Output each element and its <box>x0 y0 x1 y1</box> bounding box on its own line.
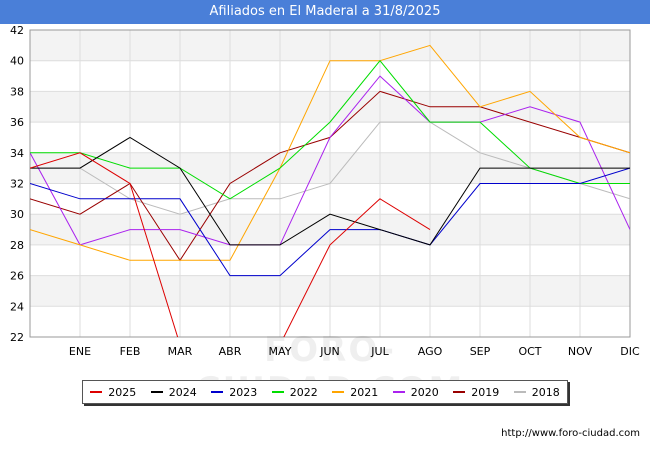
x-tick-label: MAY <box>269 345 292 358</box>
legend-item-2022: 2022 <box>271 385 318 399</box>
legend-label: 2025 <box>108 385 137 399</box>
legend: 2025 2024 2023 2022 2021 2020 2019 2018 <box>82 380 568 404</box>
legend-item-2020: 2020 <box>392 385 439 399</box>
y-tick-label: 40 <box>10 55 24 68</box>
legend-label: 2019 <box>471 385 500 399</box>
series-line-2024 <box>30 136 630 246</box>
legend-item-2025: 2025 <box>90 386 136 399</box>
y-tick-label: 34 <box>10 147 24 160</box>
legend-label: 2021 <box>350 385 379 399</box>
x-tick-label: JUL <box>370 345 389 358</box>
legend-swatch <box>453 391 466 393</box>
y-tick-label: 26 <box>10 270 24 283</box>
legend-item-2021: 2021 <box>332 386 378 399</box>
legend-swatch <box>211 391 224 393</box>
y-tick-label: 38 <box>10 85 24 98</box>
series-line-2025 <box>30 152 431 337</box>
legend-item-2024: 2024 <box>150 385 197 399</box>
x-tick-label: JUN <box>319 345 340 358</box>
legend-swatch <box>150 391 163 393</box>
y-tick-label: 24 <box>10 300 24 313</box>
legend-item-2018: 2018 <box>513 385 560 399</box>
x-tick-label: ENE <box>69 345 91 358</box>
y-tick-label: 28 <box>10 239 24 252</box>
x-tick-label: ABR <box>219 345 242 358</box>
legend-swatch <box>271 391 284 393</box>
x-tick-label: MAR <box>168 345 193 358</box>
x-tick-label: AGO <box>418 345 443 358</box>
x-axis: ENE FEB MAR ABR MAY JUN JUL AGO SEP OCT NOV DIC <box>69 345 640 358</box>
legend-swatch <box>513 391 526 393</box>
legend-swatch <box>332 391 345 393</box>
legend-item-2019: 2019 <box>453 386 499 399</box>
source-url: http://www.foro-ciudad.com <box>501 428 640 439</box>
y-tick-label: 36 <box>10 116 24 129</box>
y-tick-label: 22 <box>10 331 24 344</box>
x-tick-label: DIC <box>620 345 640 358</box>
series-line-2023 <box>30 167 630 277</box>
legend-label: 2020 <box>410 385 439 399</box>
x-tick-label: OCT <box>518 345 541 358</box>
legend-swatch <box>90 391 103 393</box>
x-tick-label: NOV <box>568 345 593 358</box>
y-tick-label: 42 <box>10 24 24 37</box>
legend-label: 2023 <box>229 385 258 399</box>
series-lines <box>30 44 630 337</box>
series-line-2021 <box>30 44 630 261</box>
y-tick-label: 30 <box>10 208 24 221</box>
legend-swatch <box>392 391 405 393</box>
y-axis: 22 24 26 28 30 32 34 36 38 40 42 <box>10 24 24 344</box>
legend-label: 2022 <box>289 385 318 399</box>
series-line-2020 <box>30 75 630 246</box>
legend-label: 2018 <box>531 385 560 399</box>
chart-title: Afiliados en El Maderal a 31/8/2025 <box>0 0 650 24</box>
legend-item-2023: 2023 <box>211 386 257 399</box>
x-tick-label: FEB <box>120 345 141 358</box>
x-tick-label: SEP <box>470 345 491 358</box>
y-tick-label: 32 <box>10 178 24 191</box>
legend-label: 2024 <box>168 385 197 399</box>
